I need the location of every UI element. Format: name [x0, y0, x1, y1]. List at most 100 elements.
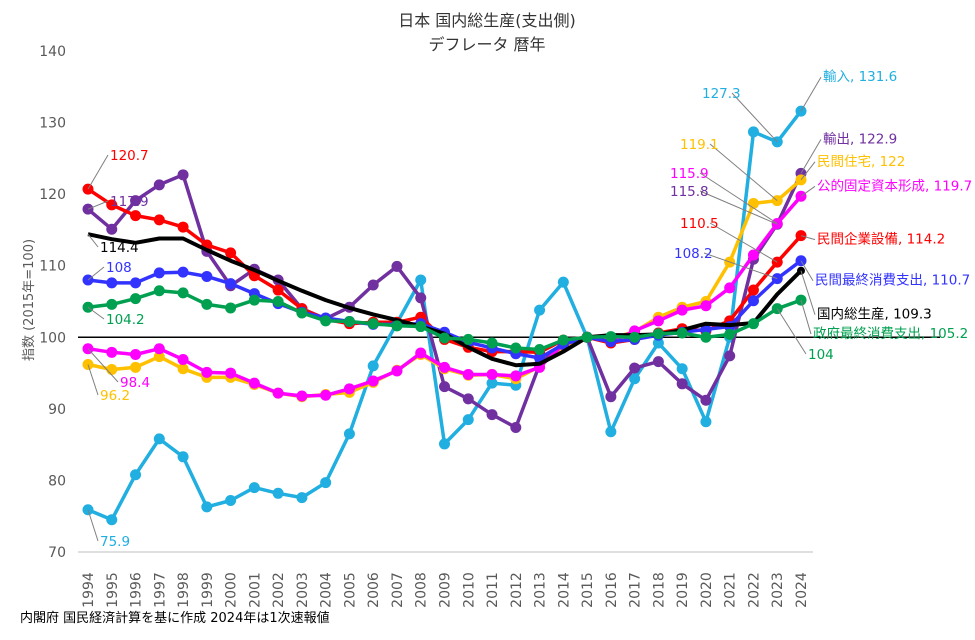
series-start-callout: 108 [106, 260, 132, 276]
series-end-label: 公的固定資本形成, 119.7 [817, 178, 972, 194]
data-point [367, 360, 379, 372]
y-tick-label: 110 [39, 259, 66, 275]
data-point [106, 298, 118, 310]
x-tick-label: 2021 [723, 572, 739, 608]
data-point [106, 223, 118, 235]
data-point [130, 361, 142, 373]
data-point [201, 270, 213, 282]
chart-subtitle: デフレータ 暦年 [428, 35, 545, 54]
data-point [343, 316, 355, 328]
x-tick-label: 2024 [794, 572, 810, 608]
x-tick-label: 2010 [461, 572, 477, 608]
data-point [486, 337, 498, 349]
callout-leader [709, 143, 778, 201]
data-point [177, 353, 189, 365]
series-callout: 119.1 [680, 137, 719, 153]
series-layer [82, 105, 807, 526]
data-point [153, 179, 165, 191]
y-tick-label: 70 [48, 545, 66, 561]
data-point [534, 304, 546, 316]
start-label-leader [87, 509, 99, 542]
data-point [700, 331, 712, 343]
callout-leader [709, 222, 778, 263]
data-point [106, 363, 118, 375]
end-label-leader [800, 139, 822, 174]
data-point [629, 373, 641, 385]
data-point [652, 356, 664, 368]
data-point [439, 361, 450, 373]
data-point [462, 369, 474, 381]
end-label-leader [800, 76, 822, 112]
data-point [747, 126, 759, 138]
x-tick-label: 2018 [651, 572, 667, 608]
data-point [462, 414, 474, 426]
data-point [272, 296, 284, 307]
data-point [391, 320, 403, 332]
data-point [130, 195, 142, 207]
data-point [130, 469, 142, 481]
series-callout: 110.5 [680, 216, 719, 232]
series-end-label: 民間住宅, 122 [817, 154, 905, 170]
data-point [225, 247, 237, 259]
data-point [153, 351, 165, 363]
data-point [248, 377, 260, 389]
data-point [510, 342, 522, 354]
data-point [177, 221, 189, 233]
source-note: 内閣府 国民経済計算を基に作成 2024年は1次速報値 [20, 610, 330, 626]
end-label-leader [800, 161, 816, 181]
data-point [700, 416, 712, 428]
data-point [153, 267, 165, 279]
x-tick-label: 2011 [485, 572, 501, 608]
data-point [676, 363, 688, 375]
data-point [439, 332, 450, 344]
data-point [367, 318, 379, 330]
data-point [320, 477, 332, 489]
y-tick-label: 120 [39, 187, 66, 203]
label-layer: 輸入, 131.6 輸出, 122.9 民間住宅, 122 公的固定資本形成, 119… [87, 69, 972, 550]
x-tick-label: 2017 [628, 572, 644, 608]
series-start-callout: 120.7 [110, 148, 149, 164]
data-point [130, 293, 142, 305]
x-tick-label: 2006 [366, 572, 382, 608]
x-tick-label: 2015 [580, 572, 596, 608]
data-point [462, 333, 474, 345]
series-start-callout: 96.2 [100, 388, 130, 404]
x-tick-label: 2020 [699, 572, 715, 608]
data-point [747, 284, 759, 296]
data-point [605, 331, 617, 343]
end-label-leader [800, 270, 816, 315]
series-start-callout: 104.2 [106, 312, 145, 328]
data-point [201, 298, 213, 310]
data-point [724, 350, 736, 362]
data-point [676, 378, 688, 390]
chart-title: 日本 国内総生産(支出側) [398, 11, 576, 30]
data-point [272, 487, 284, 499]
x-tick-label: 1997 [152, 572, 168, 608]
callout-leader [699, 172, 778, 224]
x-tick-label: 2014 [556, 572, 572, 608]
data-point [462, 393, 474, 405]
data-point [652, 315, 664, 327]
y-tick-label: 100 [39, 330, 66, 346]
series-start-callout: 98.4 [120, 375, 150, 391]
start-label-leader [87, 266, 105, 281]
x-tick-label: 2005 [342, 572, 358, 608]
data-point [201, 501, 213, 513]
data-point [534, 343, 546, 355]
data-point [248, 482, 260, 494]
x-tick-label: 1995 [105, 572, 121, 608]
data-point [439, 381, 450, 393]
series-callout: 115.9 [670, 166, 709, 182]
series-callout: 104 [808, 347, 834, 363]
end-label-leader [800, 235, 816, 241]
data-point [320, 389, 332, 401]
data-point [177, 287, 189, 299]
data-point [652, 337, 664, 349]
data-point [130, 277, 142, 289]
data-point [486, 369, 498, 381]
data-point [296, 390, 308, 402]
data-point [391, 260, 403, 272]
data-point [415, 274, 427, 286]
x-tick-label: 1994 [81, 572, 97, 608]
